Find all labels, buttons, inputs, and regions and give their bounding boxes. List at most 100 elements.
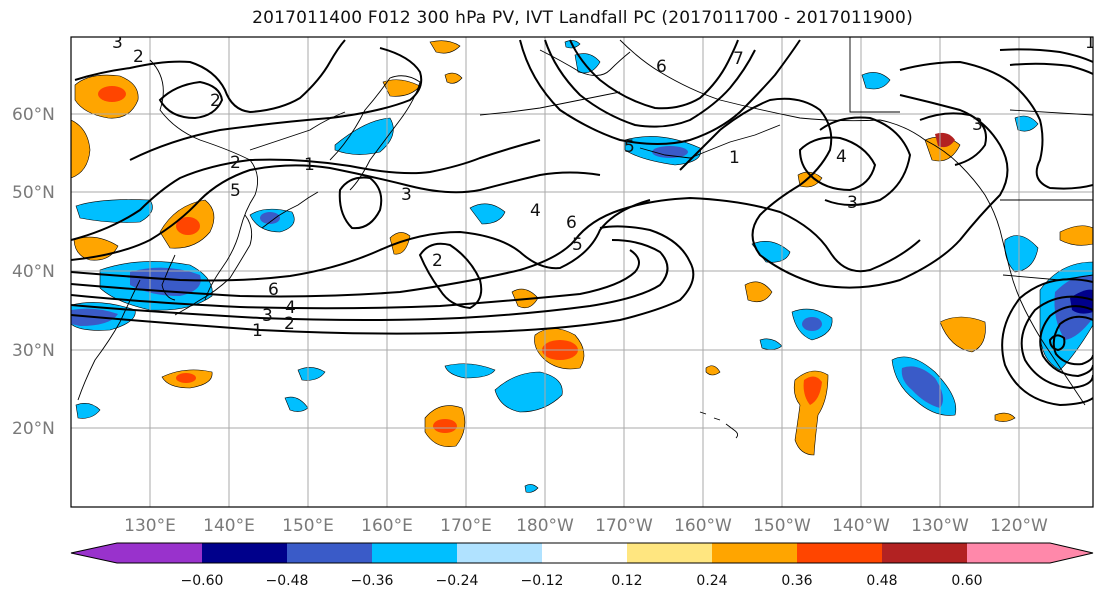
coast-alaska — [619, 39, 1001, 231]
contour-label: 6 — [268, 280, 279, 300]
contour-20 — [899, 60, 1093, 190]
colorbar-seg-7 — [712, 543, 797, 563]
colorbar-seg-0 — [71, 543, 202, 563]
coast-hawaii — [699, 411, 739, 439]
positive-anomaly-mid-1 — [389, 232, 411, 255]
colorbar: −0.60 −0.48 −0.36 −0.24 −0.12 0.12 0.24 … — [70, 542, 1094, 589]
contour-2 — [71, 239, 669, 321]
contour-16 — [679, 94, 1009, 289]
map-background — [71, 37, 1093, 507]
colorbar-tick-label: −0.24 — [436, 573, 479, 589]
negative-anomaly-west-2-core — [130, 267, 201, 296]
contour-label: 5 — [572, 235, 583, 255]
colorbar-tick-label: −0.36 — [351, 573, 394, 589]
positive-anomaly-east-pacific-1 — [744, 281, 773, 303]
contour-label: 2 — [284, 314, 295, 334]
positive-anomaly-core — [98, 86, 126, 102]
positive-anomaly-east-edge — [1059, 225, 1093, 246]
contour-9 — [74, 39, 346, 114]
contour-13 — [519, 39, 801, 145]
map-frame — [70, 36, 1094, 508]
lat-label: 50°N — [12, 183, 55, 203]
map-title: 2017011400 F012 300 hPa PV, IVT Landfall… — [252, 8, 913, 28]
coast-chukotka — [539, 49, 631, 76]
coast-korea — [161, 254, 176, 301]
negative-anomaly-mid-2 — [751, 241, 791, 263]
negative-anomaly-canada — [1004, 235, 1039, 273]
contour-12 — [418, 242, 483, 310]
negative-anomaly-east-1-core — [802, 317, 822, 331]
contour-label: 1 — [1085, 33, 1096, 53]
coast-aleutians-2 — [639, 124, 781, 159]
contour-label: 3 — [972, 115, 983, 135]
positive-anomaly-west-edge — [71, 119, 91, 179]
coast-north-america — [999, 229, 1086, 406]
contour-label: 4 — [836, 147, 847, 167]
contour-label: 1 — [729, 148, 740, 168]
contour-1 — [71, 225, 695, 335]
positive-anomaly-small-1 — [994, 412, 1016, 422]
positive-anomaly-subtropic-south-core — [433, 419, 457, 433]
contour-8 — [129, 47, 423, 161]
contour-label: 2 — [133, 47, 144, 67]
colorbar-seg-6 — [627, 543, 712, 563]
negative-anomaly-mid-1 — [469, 203, 506, 225]
colorbar-tick-label: −0.60 — [181, 573, 224, 589]
negative-anomaly-arctic — [1014, 115, 1039, 132]
contour-label: 4 — [530, 201, 541, 221]
colorbar-seg-3 — [372, 543, 457, 563]
negative-anomaly-west-1 — [75, 199, 153, 223]
contour-18 — [819, 116, 912, 206]
contour-5 — [71, 199, 651, 282]
negative-anomaly-bering-core — [652, 146, 688, 158]
contour-11 — [338, 176, 383, 230]
positive-anomaly-east-pacific-2-core — [803, 376, 822, 405]
longitude-labels: 130°E 140°E 150°E 160°E 170°E 180°W 170°… — [124, 516, 1048, 536]
positive-anomaly-bering — [444, 72, 463, 84]
contour-label: 6 — [566, 213, 577, 233]
contour-17 — [798, 136, 877, 192]
coastlines — [77, 37, 1093, 439]
lon-label: 170°W — [595, 516, 653, 536]
contour-labels: 3 2 2 1 2 3 5 4 6 5 2 6 4 3 2 1 5 6 7 1 … — [112, 33, 1096, 341]
colorbar-tick-label: 0.60 — [951, 573, 982, 589]
contour-24 — [1039, 305, 1093, 378]
contour-label: 2 — [432, 251, 443, 271]
colorbar-ticks: −0.60 −0.48 −0.36 −0.24 −0.12 0.12 0.24 … — [181, 573, 983, 589]
coast-asia-north — [149, 59, 259, 301]
latitude-labels: 60°N 50°N 40°N 30°N 20°N — [12, 105, 55, 439]
contour-10 — [158, 80, 224, 120]
lon-label: 140°W — [832, 516, 890, 536]
colorbar-tick-label: 0.24 — [696, 573, 727, 589]
lon-label: 140°E — [203, 516, 255, 536]
contour-label: 1 — [252, 321, 263, 341]
contour-label: 2 — [230, 153, 241, 173]
contour-label: 5 — [624, 137, 635, 157]
contour-25 — [1052, 315, 1093, 366]
lat-label: 40°N — [12, 262, 55, 282]
lon-label: 150°W — [753, 516, 811, 536]
contour-15 — [569, 39, 739, 110]
contour-label: 1 — [304, 155, 315, 175]
colorbar-tick-label: 0.12 — [611, 573, 642, 589]
negative-anomaly-okhotsk — [334, 117, 394, 155]
coast-kamchatka — [329, 75, 421, 191]
negative-anomaly-kuril-core — [260, 212, 280, 224]
contour-label: 5 — [230, 181, 241, 201]
colorbar-tick-label: −0.48 — [266, 573, 309, 589]
positive-anomaly-gulf — [797, 171, 823, 188]
negative-anomaly-small-3 — [524, 484, 539, 493]
contour-label: 3 — [847, 193, 858, 213]
colorbar-seg-5 — [542, 543, 627, 563]
coast-kuril — [261, 191, 319, 229]
lat-label: 30°N — [12, 341, 55, 361]
colorbar-seg-8 — [797, 543, 882, 563]
contour-26 — [1001, 278, 1093, 407]
lon-label: 120°W — [990, 516, 1048, 536]
negative-anomaly-alaska — [861, 72, 891, 90]
contour-21 — [999, 48, 1093, 63]
colorbar-tick-label: 0.48 — [866, 573, 897, 589]
colorbar-outline — [70, 542, 1094, 564]
colorbar-seg-9 — [882, 543, 967, 563]
